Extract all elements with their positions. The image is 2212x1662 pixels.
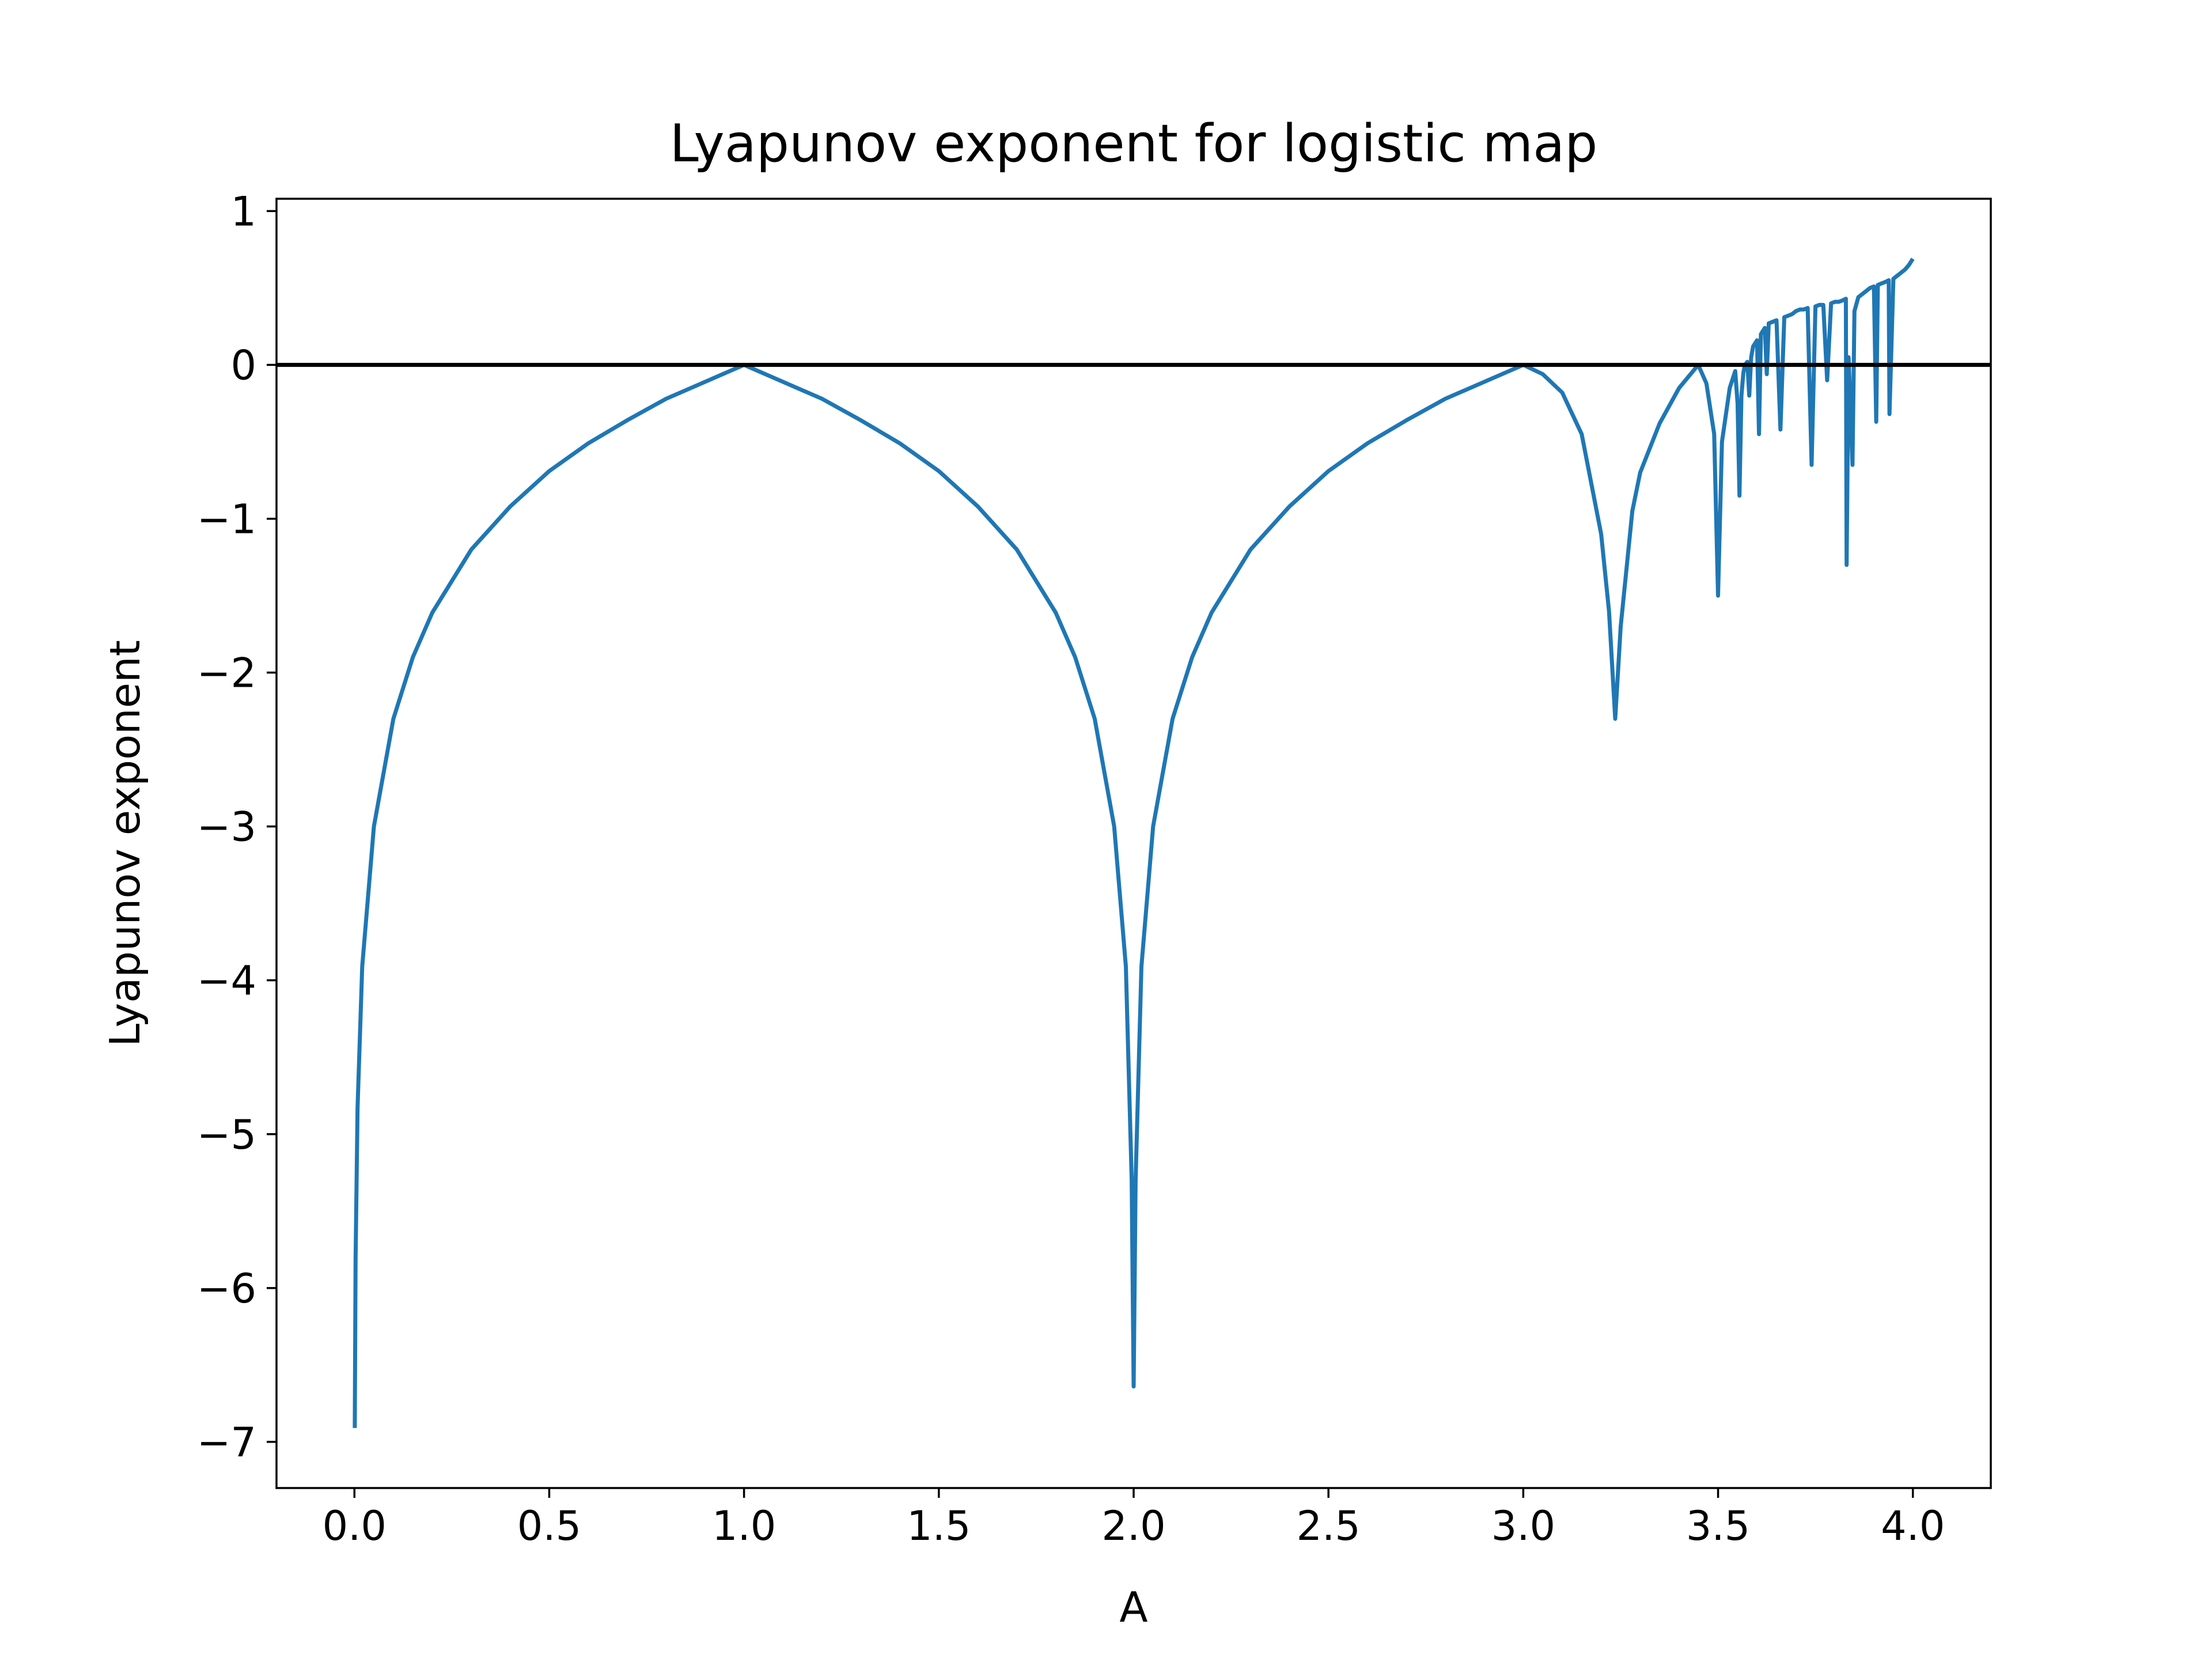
series-line-0 bbox=[353, 258, 1915, 1428]
x-tick-label: 3.0 bbox=[1491, 1502, 1555, 1550]
y-tick-label: −5 bbox=[197, 1111, 256, 1159]
y-tick-label: 1 bbox=[230, 188, 256, 235]
x-tick-label: 1.0 bbox=[712, 1502, 776, 1550]
y-tick-label: −4 bbox=[197, 957, 256, 1005]
ticks: 0.0 0.5 1.0 1.5 2.0 2.5 3.0 3.5 4.0 1 0 −1 −2 −3 −4 −5 −… bbox=[197, 188, 1945, 1550]
x-tick-label: 2.5 bbox=[1297, 1502, 1361, 1550]
x-tick-label: 0.0 bbox=[323, 1502, 387, 1550]
x-tick-label: 4.0 bbox=[1881, 1502, 1945, 1550]
y-tick-label: −1 bbox=[197, 495, 256, 543]
y-tick-label: −2 bbox=[197, 650, 256, 697]
y-tick-label: −3 bbox=[197, 804, 256, 851]
chart-title: Lyapunov exponent for logistic map bbox=[670, 113, 1598, 174]
x-tick-label: 0.5 bbox=[517, 1502, 581, 1550]
y-axis-label: Lyapunov exponent bbox=[101, 640, 149, 1047]
x-axis-label: A bbox=[1119, 1583, 1147, 1631]
x-tick-label: 1.5 bbox=[907, 1502, 971, 1550]
x-tick-label: 3.5 bbox=[1686, 1502, 1750, 1550]
y-tick-label: 0 bbox=[230, 342, 256, 389]
x-tick-label: 2.0 bbox=[1101, 1502, 1165, 1550]
y-tick-label: −7 bbox=[197, 1419, 256, 1466]
y-tick-label: −6 bbox=[197, 1265, 256, 1312]
